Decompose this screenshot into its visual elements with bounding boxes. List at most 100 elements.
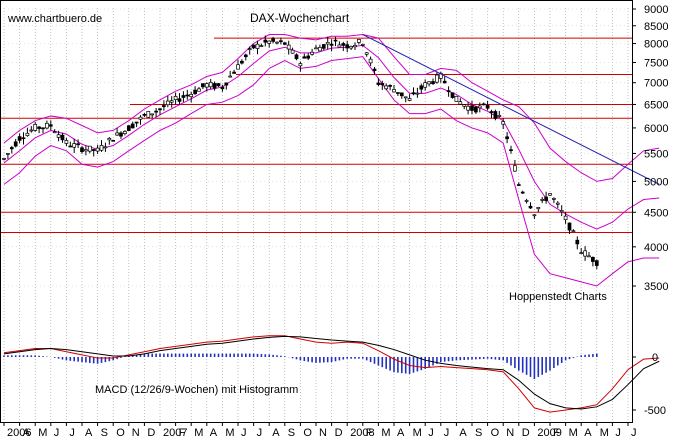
x-tick-label: N bbox=[506, 427, 514, 439]
candle-body bbox=[591, 256, 595, 262]
chart-title: DAX-Wochenchart bbox=[250, 11, 350, 25]
trendline bbox=[362, 34, 660, 185]
candle-body bbox=[446, 90, 451, 93]
x-tick-label: D bbox=[147, 427, 155, 439]
x-tick-label: J bbox=[69, 427, 75, 439]
candle-body bbox=[357, 39, 361, 43]
candle-body bbox=[201, 83, 205, 88]
candle-body bbox=[532, 214, 537, 217]
candle-body bbox=[60, 134, 65, 141]
x-tick-label: 2009 bbox=[537, 427, 561, 439]
candle-body bbox=[341, 43, 346, 46]
watermark: www.chartbuero.de bbox=[7, 13, 102, 25]
candle-body bbox=[594, 260, 599, 266]
x-tick-label: J bbox=[444, 427, 450, 439]
y-tick-label: 5000 bbox=[644, 176, 668, 188]
x-tick-label: M bbox=[225, 427, 234, 439]
candle-body bbox=[349, 45, 353, 49]
candle-body bbox=[64, 140, 69, 144]
candle-body bbox=[345, 44, 350, 49]
macd-title: MACD (12/26/9-Wochen) mit Histogramm bbox=[95, 384, 298, 396]
candle-body bbox=[474, 106, 478, 113]
candle-body bbox=[497, 115, 502, 117]
candle-body bbox=[91, 149, 96, 151]
candle-body bbox=[536, 207, 541, 210]
candle-body bbox=[154, 110, 158, 113]
candle-body bbox=[21, 137, 26, 140]
candle-body bbox=[165, 100, 170, 106]
x-tick-label: M bbox=[38, 427, 47, 439]
candle-body bbox=[438, 72, 443, 79]
candle-body bbox=[87, 145, 92, 152]
y-tick-label: 4000 bbox=[644, 242, 668, 254]
candle-body bbox=[282, 42, 287, 45]
x-tick-label: D bbox=[335, 427, 343, 439]
candle-body bbox=[540, 199, 545, 201]
candle-body bbox=[458, 101, 463, 105]
candle-body bbox=[103, 146, 108, 149]
candle-body bbox=[306, 55, 311, 59]
candle-body bbox=[329, 43, 334, 46]
candle-body bbox=[583, 250, 587, 257]
candle-body bbox=[380, 83, 385, 86]
candle-body bbox=[513, 165, 517, 172]
x-tick-label: O bbox=[303, 427, 312, 439]
candle-body bbox=[80, 147, 84, 153]
candle-body bbox=[587, 255, 591, 258]
macd-panel bbox=[3, 335, 660, 413]
candle-body bbox=[321, 44, 326, 49]
candle-body bbox=[364, 52, 369, 55]
x-tick-label: M bbox=[600, 427, 609, 439]
candle-body bbox=[138, 116, 143, 120]
candle-body bbox=[251, 44, 256, 49]
candle-body bbox=[579, 252, 584, 254]
x-tick-label: M bbox=[569, 427, 578, 439]
candle-body bbox=[13, 141, 18, 147]
candle-body bbox=[376, 82, 381, 85]
candle-body bbox=[423, 82, 428, 88]
candle-body bbox=[571, 230, 576, 233]
candle-body bbox=[9, 147, 14, 150]
candle-body bbox=[271, 38, 275, 42]
x-tick-label: 2006 bbox=[7, 427, 31, 439]
x-tick-label: A bbox=[23, 427, 31, 439]
x-tick-label: 2007 bbox=[163, 427, 187, 439]
horizontal-levels bbox=[0, 37, 632, 234]
candle-body bbox=[243, 54, 248, 58]
candle-body bbox=[212, 83, 217, 89]
x-tick-label: S bbox=[288, 427, 295, 439]
candle-body bbox=[333, 39, 338, 42]
candle-body bbox=[470, 105, 474, 111]
x-tick-label: J bbox=[257, 427, 263, 439]
x-tick-label: S bbox=[475, 427, 482, 439]
y-tick-label: 0 bbox=[652, 352, 658, 364]
candle-body bbox=[247, 48, 252, 50]
candle-body bbox=[567, 222, 572, 231]
x-tick-label: A bbox=[459, 427, 467, 439]
y-tick-label: 8000 bbox=[644, 39, 668, 51]
y-tick-label: 6500 bbox=[644, 99, 668, 111]
candle-body bbox=[505, 136, 509, 140]
candle-body bbox=[240, 60, 244, 64]
x-tick-label: F bbox=[366, 427, 373, 439]
x-tick-label: A bbox=[272, 427, 280, 439]
candle-body bbox=[29, 129, 34, 132]
x-tick-label: A bbox=[397, 427, 405, 439]
candle-body bbox=[177, 98, 182, 102]
candle-body bbox=[189, 93, 194, 98]
candle-body bbox=[267, 40, 272, 44]
y-tick-label: 8500 bbox=[644, 21, 668, 33]
candle-body bbox=[516, 184, 521, 186]
candle-body bbox=[310, 51, 314, 55]
candle-body bbox=[493, 111, 498, 119]
candle-body bbox=[318, 46, 322, 52]
candle-body bbox=[360, 43, 365, 46]
candle-body bbox=[528, 205, 533, 209]
x-tick-label: F bbox=[179, 427, 186, 439]
candle-body bbox=[290, 49, 295, 54]
candle-body bbox=[263, 39, 268, 43]
candle-body bbox=[216, 83, 221, 87]
candle-body bbox=[158, 108, 162, 111]
bollinger-lower-line bbox=[3, 56, 660, 287]
candle-body bbox=[220, 86, 225, 90]
